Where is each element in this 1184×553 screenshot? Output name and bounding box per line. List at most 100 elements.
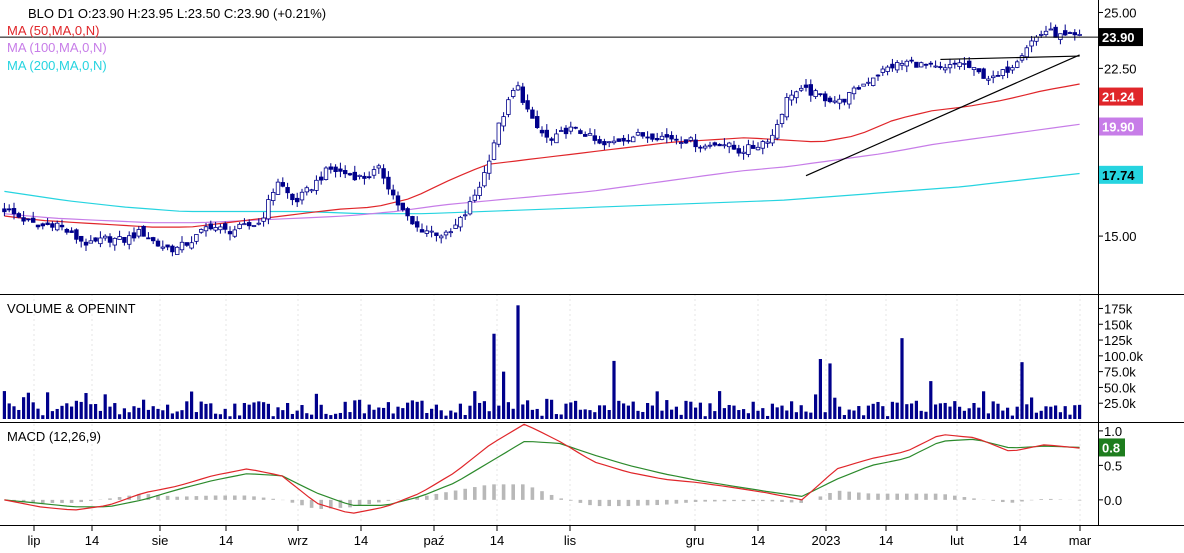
candle: [698, 145, 703, 153]
candle: [414, 216, 420, 232]
candle: [309, 188, 314, 194]
volume-bar: [233, 403, 237, 419]
candle: [919, 61, 924, 68]
volume-bar: [338, 412, 342, 419]
candle: [832, 96, 837, 105]
candle-body: [832, 100, 837, 103]
candle: [602, 138, 607, 150]
macd-histogram-bar: [1049, 498, 1053, 500]
candle-body: [59, 224, 65, 228]
volume-bar: [655, 391, 659, 419]
volume-bar: [194, 412, 198, 419]
candle: [246, 219, 252, 230]
candle: [659, 131, 665, 141]
volume-bar: [190, 391, 194, 419]
candle-body: [160, 246, 165, 249]
candle-body: [755, 146, 761, 151]
candle-body: [885, 66, 890, 72]
candle-body: [146, 237, 151, 240]
volume-bar: [713, 411, 717, 419]
candle: [890, 58, 895, 72]
volume-bar: [295, 410, 299, 419]
candle-body: [438, 235, 444, 239]
candle: [736, 144, 741, 157]
volume-bar: [454, 412, 458, 419]
volume-tick-label: 25.0k: [1104, 396, 1136, 411]
candle: [438, 234, 444, 244]
candle-body: [803, 84, 809, 88]
candle-body: [227, 231, 233, 235]
candle: [69, 227, 74, 233]
volume-bar: [458, 403, 462, 419]
volume-bar: [65, 403, 69, 419]
volume-bar: [761, 408, 765, 419]
candle-body: [299, 191, 305, 201]
candle-body: [717, 143, 722, 147]
volume-bar: [199, 401, 203, 419]
volume-bar: [329, 415, 333, 419]
time-tick-label: 14: [85, 533, 99, 548]
macd-histogram-bar: [357, 499, 362, 506]
volume-bar: [142, 399, 146, 419]
volume-bar: [684, 400, 688, 419]
volume-bar: [17, 409, 21, 419]
volume-bar: [641, 411, 645, 419]
volume-bar: [900, 338, 904, 419]
candle: [74, 228, 79, 244]
volume-bar: [526, 400, 530, 419]
close-price-tag-text: 23.90: [1102, 30, 1135, 45]
candle-body: [371, 169, 377, 176]
candle: [328, 163, 333, 174]
candle-body: [616, 138, 621, 142]
macd-histogram-bar: [636, 499, 640, 506]
candle-body: [203, 226, 209, 232]
candle: [338, 162, 343, 178]
candle-body: [645, 136, 650, 139]
candle: [270, 188, 276, 206]
candle: [299, 188, 305, 205]
volume-bar: [516, 305, 520, 419]
candle: [655, 132, 660, 142]
volume-bar: [727, 404, 731, 419]
volume-bar: [12, 406, 16, 419]
volume-bar: [84, 393, 88, 419]
candle: [559, 126, 564, 132]
candle-body: [117, 236, 122, 240]
candle-body: [722, 144, 727, 147]
volume-bar: [794, 412, 798, 419]
volume-bar: [852, 410, 856, 419]
candle-body: [347, 173, 353, 176]
macd-histogram-bar: [185, 496, 189, 500]
candle-body: [275, 181, 281, 195]
candle-body: [333, 166, 338, 173]
macd-histogram-bar: [617, 499, 621, 507]
ma100-value-tag-text: 19.90: [1102, 120, 1135, 135]
candle-body: [314, 179, 319, 191]
candle-body: [837, 98, 842, 104]
volume-bar: [977, 407, 981, 419]
candle-body: [280, 182, 285, 187]
volume-bar: [228, 416, 232, 419]
ma200-value-tag-bg: [1099, 165, 1143, 184]
candle-body: [991, 75, 996, 79]
candle-body: [69, 230, 74, 233]
candle: [371, 165, 377, 179]
macd-tick-label: 1.0: [1104, 424, 1122, 439]
volume-bar: [934, 404, 938, 419]
candle-body: [400, 202, 405, 210]
candle: [875, 74, 881, 81]
volume-bar: [41, 415, 45, 419]
macd-histogram-bar: [156, 494, 160, 500]
volume-bar: [799, 405, 803, 419]
volume-bar: [746, 413, 750, 419]
axis-labels: 25.00 22.50 15.00 lip 14 sie 14 wrz 14 paź 14 lis gr…: [27, 5, 1143, 548]
candle-body: [218, 226, 223, 231]
candle-body: [789, 94, 794, 101]
macd-histogram-bar: [866, 493, 871, 500]
macd-histogram-bar: [607, 499, 611, 507]
candle-body: [40, 223, 45, 227]
candle: [549, 136, 554, 146]
candle: [194, 234, 199, 245]
candle: [923, 63, 929, 69]
